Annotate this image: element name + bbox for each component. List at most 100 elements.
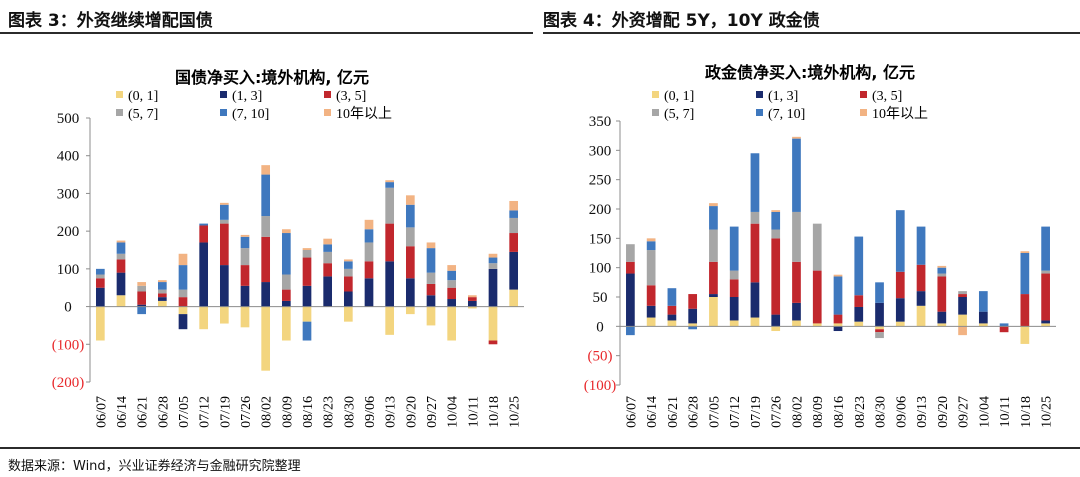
legend-label: (7, 10]: [232, 107, 269, 122]
bar-segment: [385, 182, 395, 188]
bar-segment: [958, 294, 967, 297]
bar-segment: [709, 203, 718, 207]
x-tick-label: 07/26: [770, 396, 785, 428]
x-tick-label: 09/27: [957, 396, 972, 428]
y-tick-label: 250: [589, 173, 612, 189]
legend-swatch: [652, 109, 659, 116]
bar-segment: [323, 276, 333, 307]
bar-segment: [1041, 323, 1050, 327]
bar-segment: [626, 261, 635, 274]
bar-segment: [916, 264, 926, 292]
bar-segment: [281, 274, 291, 290]
x-tick-label: 09/06: [363, 396, 378, 428]
x-tick-label: 06/14: [115, 396, 130, 428]
right-figure-title: 图表 4：外资增配 5Y，10Y 政金债: [543, 11, 820, 31]
x-tick-label: 06/07: [94, 396, 109, 428]
bar-segment: [771, 314, 781, 327]
bar-segment: [219, 265, 229, 307]
x-tick-label: 10/11: [466, 396, 481, 427]
legend-item: 10年以上: [324, 106, 392, 122]
bar-segment: [488, 306, 498, 341]
bar-segment: [771, 229, 781, 239]
bar-segment: [385, 180, 395, 183]
bar-segment: [667, 305, 677, 315]
x-tick-label: 08/02: [260, 396, 275, 428]
bar-segment: [812, 270, 822, 324]
y-tick-label: 200: [589, 202, 612, 218]
bar-segment: [729, 279, 739, 297]
bar-segment: [219, 204, 229, 220]
legend-label: (0, 1]: [128, 89, 158, 104]
legend-swatch: [860, 91, 867, 98]
bar-segment: [116, 240, 126, 243]
bar-segment: [116, 253, 126, 260]
bar-segment: [302, 321, 312, 341]
bar-segment: [467, 300, 477, 307]
bar-segment: [771, 326, 781, 332]
bar-segment: [833, 326, 843, 332]
bar-segment: [405, 306, 415, 315]
bar-segment: [95, 268, 105, 275]
x-tick-label: 06/07: [624, 396, 639, 428]
bar-segment: [343, 268, 353, 277]
bar-segment: [405, 195, 415, 205]
bar-segment: [281, 306, 291, 341]
x-tick-label: 08/30: [874, 396, 889, 428]
x-tick-label: 07/05: [707, 396, 722, 428]
bar-segment: [792, 138, 801, 212]
legend-swatch: [116, 109, 123, 116]
bar-segment: [729, 297, 739, 321]
bar-segment: [937, 276, 947, 312]
x-tick-label: 09/20: [404, 396, 419, 428]
x-tick-label: 08/23: [322, 396, 337, 428]
bar-segment: [240, 248, 250, 266]
bar-segment: [323, 238, 333, 245]
y-tick-label: 200: [57, 224, 80, 240]
bar-segment: [447, 280, 457, 288]
bar-segment: [875, 329, 884, 333]
bar-segment: [916, 291, 926, 306]
legend-label: (3, 5]: [336, 89, 366, 104]
legend-swatch: [756, 91, 763, 98]
bar-segment: [447, 299, 457, 307]
y-tick-label: (200): [52, 375, 85, 391]
bar-segment: [302, 285, 312, 307]
legend: (0, 1] (1, 3] (3, 5] (5, 7] (7, 10] 10年以上: [652, 89, 928, 122]
bar-segment: [1020, 326, 1030, 344]
bar-segment: [137, 285, 147, 292]
chart-title: 政金债净买入:境外机构, 亿元: [705, 63, 915, 82]
footer-rule: [0, 447, 1080, 449]
bar-segment: [709, 297, 718, 327]
chart-policy-bank-bonds: 政金债净买入:境外机构, 亿元 (0, 1] (1, 3] (3, 5] (5, 7]…: [584, 63, 1056, 428]
bar-segment: [157, 293, 167, 298]
bar-segment: [509, 200, 519, 211]
bar-segment: [199, 306, 209, 330]
bar-segment: [364, 229, 374, 243]
y-tick-label: 500: [57, 111, 80, 127]
bar-segment: [95, 278, 105, 288]
bar-segment: [199, 223, 209, 226]
bar-segment: [750, 317, 760, 327]
bar-segment: [447, 270, 457, 281]
bar-segment: [302, 250, 312, 258]
x-tick-label: 07/12: [728, 396, 743, 428]
x-tick-label: 10/25: [1040, 396, 1055, 428]
legend-label: (5, 7]: [664, 107, 694, 122]
bar-segment: [916, 305, 926, 327]
x-tick-label: 09/06: [894, 396, 909, 428]
bar-segment: [447, 287, 457, 300]
plot-area: 500 400 300 200 100 0 (100) (200) 06/07 06/14 06/2…: [52, 111, 524, 428]
bar-segment: [792, 136, 801, 139]
bar-segment: [978, 291, 988, 312]
bar-segment: [219, 306, 229, 324]
bar-segment: [875, 326, 884, 330]
bar-segment: [978, 311, 988, 324]
bar-segment: [178, 297, 188, 307]
bar-segment: [1041, 226, 1050, 271]
bar-segment: [426, 242, 436, 249]
bar-segment: [261, 306, 271, 371]
x-tick-label: 10/25: [508, 396, 523, 428]
legend-label: (1, 3]: [768, 89, 798, 104]
bar-segment: [343, 261, 353, 269]
bar-segment: [281, 229, 291, 234]
